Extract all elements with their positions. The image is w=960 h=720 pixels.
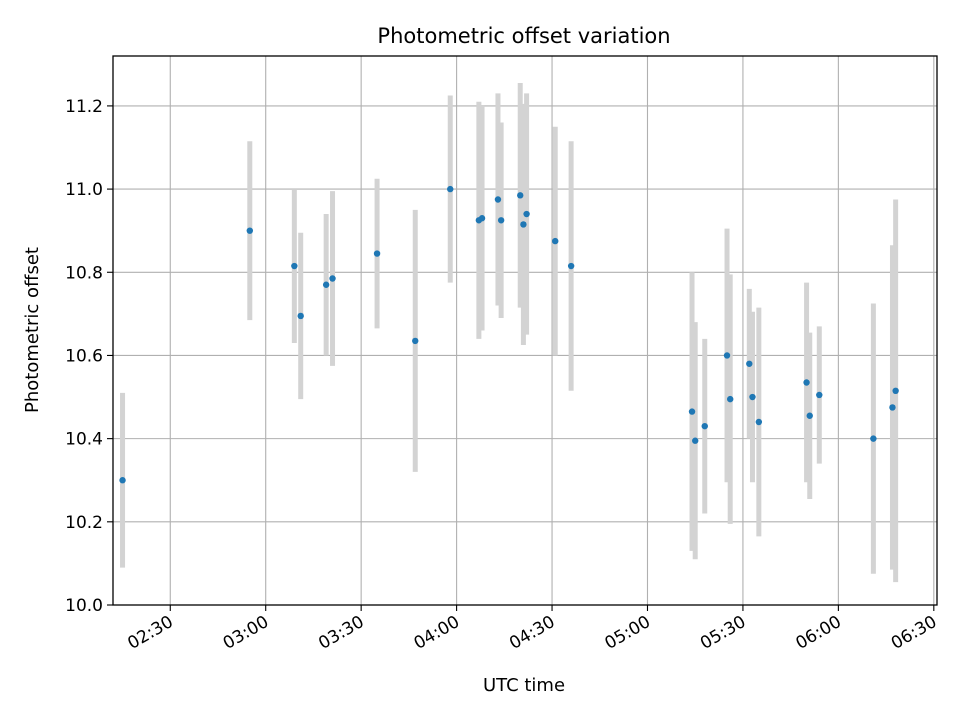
y-tick-label: 10.6 bbox=[65, 346, 103, 366]
data-point bbox=[523, 210, 530, 218]
y-tick-label: 11.2 bbox=[65, 97, 103, 117]
data-point bbox=[723, 352, 731, 359]
data-point bbox=[727, 395, 734, 403]
data-point bbox=[297, 312, 304, 320]
data-point bbox=[412, 337, 419, 345]
data-point bbox=[119, 477, 126, 484]
data-point bbox=[749, 393, 756, 401]
data-point bbox=[755, 418, 763, 426]
data-point bbox=[520, 221, 527, 228]
y-tick-label: 11.0 bbox=[65, 180, 103, 200]
y-tick-label: 10.2 bbox=[65, 513, 103, 533]
data-point bbox=[892, 387, 899, 395]
data-points bbox=[119, 185, 899, 484]
y-axis-ticks: 10.0 10.2 10.4 10.6 10.8 11.0 11.2 bbox=[65, 97, 113, 616]
data-point bbox=[552, 237, 559, 245]
data-point bbox=[746, 360, 753, 367]
y-tick-label: 10.4 bbox=[65, 430, 103, 450]
chart-title: Photometric offset variation bbox=[377, 24, 670, 48]
data-point bbox=[692, 437, 699, 444]
data-point bbox=[806, 412, 813, 419]
data-point bbox=[246, 227, 254, 234]
y-tick-label: 10.8 bbox=[65, 263, 103, 283]
data-point bbox=[688, 408, 696, 415]
data-point bbox=[701, 422, 708, 430]
data-point bbox=[322, 281, 330, 288]
data-point bbox=[329, 275, 336, 282]
data-point bbox=[889, 404, 896, 411]
data-point bbox=[517, 192, 524, 199]
data-point bbox=[816, 391, 823, 399]
data-point bbox=[373, 250, 381, 257]
x-axis-title: UTC time bbox=[483, 675, 565, 696]
data-point bbox=[567, 262, 575, 270]
data-point bbox=[870, 435, 877, 442]
y-axis-title: Photometric offset bbox=[22, 247, 43, 413]
data-point bbox=[478, 215, 486, 222]
data-point bbox=[447, 185, 454, 193]
data-point bbox=[497, 217, 505, 224]
data-point bbox=[494, 196, 502, 203]
data-point bbox=[803, 379, 810, 386]
data-point bbox=[291, 262, 298, 270]
plot-frame bbox=[112, 55, 938, 606]
y-tick-label: 10.0 bbox=[65, 596, 103, 616]
